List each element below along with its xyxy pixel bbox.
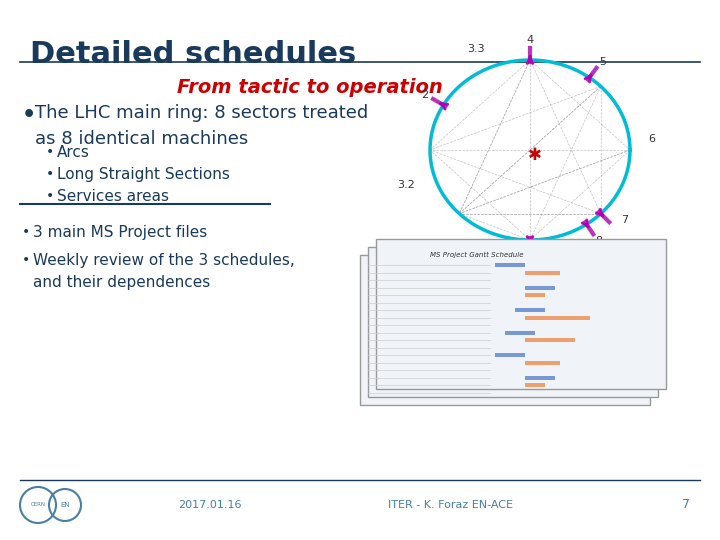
Text: 7: 7 <box>682 498 690 511</box>
Bar <box>525 293 545 297</box>
Text: Detailed schedules: Detailed schedules <box>30 40 356 69</box>
Text: 2: 2 <box>420 90 428 100</box>
Text: •: • <box>46 167 54 181</box>
Bar <box>525 315 590 320</box>
Text: CERN: CERN <box>30 503 45 508</box>
Text: The LHC main ring: 8 sectors treated
as 8 identical machines: The LHC main ring: 8 sectors treated as … <box>35 104 368 148</box>
Text: From tactic to operation: From tactic to operation <box>177 78 443 97</box>
Bar <box>525 361 560 365</box>
Text: •: • <box>22 225 30 239</box>
Text: 3 main MS Project files: 3 main MS Project files <box>33 225 207 240</box>
Text: •: • <box>22 253 30 267</box>
Text: •: • <box>22 105 36 125</box>
FancyBboxPatch shape <box>376 239 666 389</box>
Text: Weekly review of the 3 schedules,
and their dependences: Weekly review of the 3 schedules, and th… <box>33 253 294 290</box>
Bar <box>525 286 555 289</box>
Text: Long Straight Sections: Long Straight Sections <box>57 167 230 182</box>
Text: Arcs: Arcs <box>57 145 90 160</box>
Text: 3.2: 3.2 <box>397 180 415 190</box>
Text: Services areas: Services areas <box>57 189 169 204</box>
Text: 2017.01.16: 2017.01.16 <box>179 500 242 510</box>
Text: ITER - K. Foraz EN-ACE: ITER - K. Foraz EN-ACE <box>387 500 513 510</box>
Text: 5: 5 <box>599 57 606 66</box>
Text: MS Project Gantt Schedule: MS Project Gantt Schedule <box>430 252 523 258</box>
Text: 8: 8 <box>595 235 603 246</box>
Text: EN: EN <box>60 502 70 508</box>
Bar <box>515 308 545 312</box>
Text: 4: 4 <box>526 35 534 45</box>
Text: •: • <box>46 145 54 159</box>
Bar <box>495 263 525 267</box>
Text: ✱: ✱ <box>528 146 542 164</box>
Bar <box>525 383 545 387</box>
Text: 7: 7 <box>621 214 628 225</box>
Bar <box>495 353 525 357</box>
FancyBboxPatch shape <box>360 255 650 405</box>
Text: 6: 6 <box>648 134 655 144</box>
Bar <box>525 375 555 380</box>
Text: 3.3: 3.3 <box>467 44 485 53</box>
Text: 1: 1 <box>526 255 534 265</box>
Bar <box>505 330 535 334</box>
FancyBboxPatch shape <box>368 247 658 397</box>
Bar <box>525 338 575 342</box>
Bar <box>525 271 560 274</box>
Text: •: • <box>46 189 54 203</box>
